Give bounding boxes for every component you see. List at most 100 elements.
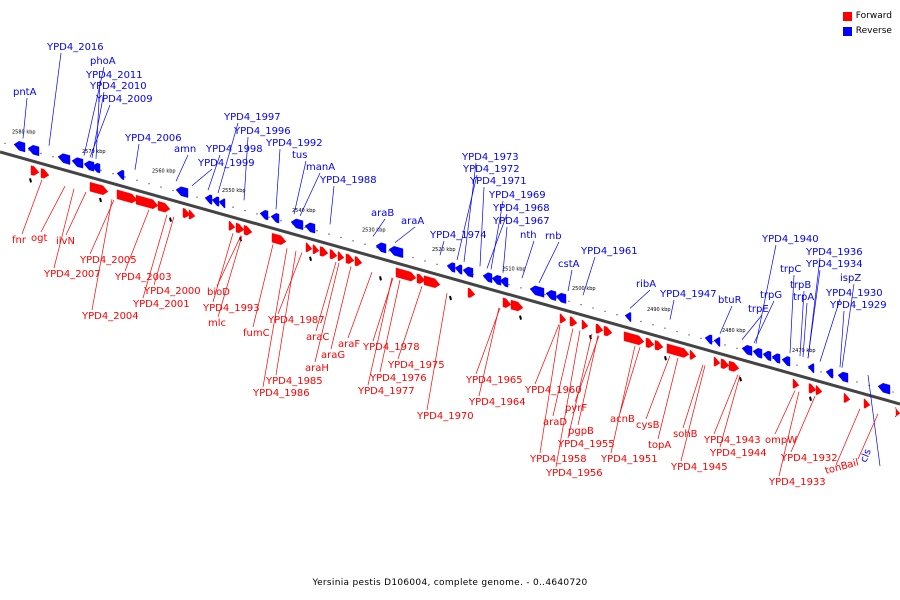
minor-tick (796, 364, 798, 366)
forward-gene-label-ypd4-1943: YPD4_1943 (703, 435, 761, 446)
reverse-connector (83, 66, 105, 156)
minor-tick (724, 344, 726, 346)
forward-gene-label-ypd4-1977: YPD4_1977 (357, 386, 415, 397)
reverse-gene-label-phoa: phoA (90, 56, 116, 67)
reverse-gene-label-ypd4-1971: YPD4_1971 (469, 176, 527, 187)
minor-tick (520, 287, 522, 289)
forward-gene-feature (182, 207, 191, 219)
reverse-connector (490, 200, 504, 270)
minor-tick (256, 213, 258, 215)
forward-connector (397, 286, 423, 360)
reverse-gene-label-trpa: trpA (793, 292, 814, 303)
forward-connector (645, 355, 671, 420)
reverse-gene-label-ypd4-2009: YPD4_2009 (95, 94, 153, 105)
reverse-connector (789, 274, 795, 354)
reverse-gene-feature (713, 337, 721, 347)
forward-gene-label-biod: bioD (207, 287, 230, 298)
reverse-gene-feature (837, 371, 849, 383)
forward-gene-label-arad: araD (543, 417, 567, 428)
forward-connector (367, 277, 393, 386)
reverse-connector (799, 290, 805, 357)
reverse-gene-feature (807, 363, 815, 374)
reverse-gene-feature (388, 246, 404, 259)
reverse-gene-label-ypd4-1992: YPD4_1992 (265, 138, 323, 149)
forward-connector (212, 233, 234, 303)
forward-gene-feature (808, 383, 817, 394)
forward-connector (277, 252, 303, 315)
minor-tick (676, 330, 678, 333)
forward-connector (857, 413, 879, 460)
forward-connector (713, 374, 739, 435)
minor-tick (892, 391, 894, 393)
forward-gene-label-ypd4-1993: YPD4_1993 (202, 303, 260, 314)
forward-gene-label-ypd4-1978: YPD4_1978 (362, 342, 420, 353)
reverse-connector (719, 305, 733, 334)
forward-gene-feature (271, 232, 287, 245)
reverse-gene-label-ypd4-1967: YPD4_1967 (492, 216, 550, 227)
forward-gene-label-ypd4-1975: YPD4_1975 (387, 360, 445, 371)
forward-gene-feature (228, 220, 236, 231)
forward-gene-feature (623, 331, 645, 346)
forward-gene-label-ypd4-1958: YPD4_1958 (529, 454, 587, 465)
forward-gene-feature (89, 181, 109, 196)
forward-gene-label-ypd4-1956: YPD4_1956 (545, 468, 603, 479)
forward-gene-feature (157, 200, 171, 213)
forward-connector (347, 272, 373, 339)
reverse-connector (394, 226, 416, 243)
forward-gene-label-ogt: ogt (31, 233, 47, 244)
forward-gene-label-ypd4-2000: YPD4_2000 (143, 286, 201, 297)
reverse-gene-label-ypd4-1974: YPD4_1974 (429, 230, 487, 241)
forward-connector (682, 364, 704, 429)
reverse-gene-label-arab: araB (371, 208, 394, 219)
forward-connector (555, 330, 581, 468)
reverse-gene-label-ypd4-2016: YPD4_2016 (46, 42, 104, 53)
reverse-gene-feature (204, 194, 213, 205)
forward-connector (65, 191, 87, 236)
forward-gene-feature (654, 340, 664, 351)
kbp-tick-label: 2500 kbp (572, 286, 596, 292)
major-tick (664, 355, 667, 361)
reverse-gene-feature (781, 356, 791, 367)
forward-connector (680, 365, 706, 462)
forward-gene-label-ilvn: ilvN (56, 236, 75, 247)
forward-gene-feature (510, 299, 524, 312)
major-tick (169, 217, 172, 222)
minor-tick (436, 263, 438, 266)
forward-gene-label-ypd4-2007: YPD4_2007 (43, 269, 101, 280)
reverse-gene-label-amn: amn (174, 144, 196, 155)
forward-gene-label-ypd4-2005: YPD4_2005 (79, 255, 137, 266)
reverse-gene-label-ypd4-1998: YPD4_1998 (205, 144, 263, 155)
reverse-connector (741, 314, 763, 340)
forward-connector (142, 214, 168, 299)
reverse-gene-feature (624, 312, 632, 322)
kbp-tick-label: 2530 kbp (362, 227, 386, 233)
minor-tick (364, 243, 366, 245)
reverse-gene-label-ispz: ispZ (840, 273, 861, 284)
minor-tick (148, 183, 150, 185)
major-tick (99, 197, 102, 203)
reverse-swatch (842, 27, 852, 36)
forward-gene-feature (135, 194, 159, 210)
forward-gene-label-fumc: fumC (243, 328, 270, 339)
forward-connector (21, 179, 43, 235)
reverse-connector (175, 154, 189, 182)
forward-gene-feature (243, 225, 253, 236)
genome-backbone (0, 150, 900, 406)
minor-tick (40, 152, 42, 155)
forward-connector (835, 408, 861, 466)
forward-gene-label-arah: araH (305, 363, 329, 374)
forward-connector (91, 199, 113, 311)
reverse-connector (372, 218, 386, 237)
reverse-connector (95, 80, 101, 159)
reverse-gene-label-ypd4-1988: YPD4_1988 (319, 175, 377, 186)
minor-tick (280, 219, 282, 222)
reverse-connector (22, 97, 28, 139)
kbp-tick-label: 2540 kbp (292, 208, 316, 214)
reverse-gene-feature (83, 160, 95, 172)
forward-connector (657, 357, 679, 440)
major-tick (519, 315, 522, 320)
reverse-gene-feature (116, 169, 125, 180)
reverse-gene-label-trpe: trpE (748, 304, 769, 315)
forward-gene-feature (792, 378, 800, 389)
reverse-gene-feature (462, 266, 474, 278)
